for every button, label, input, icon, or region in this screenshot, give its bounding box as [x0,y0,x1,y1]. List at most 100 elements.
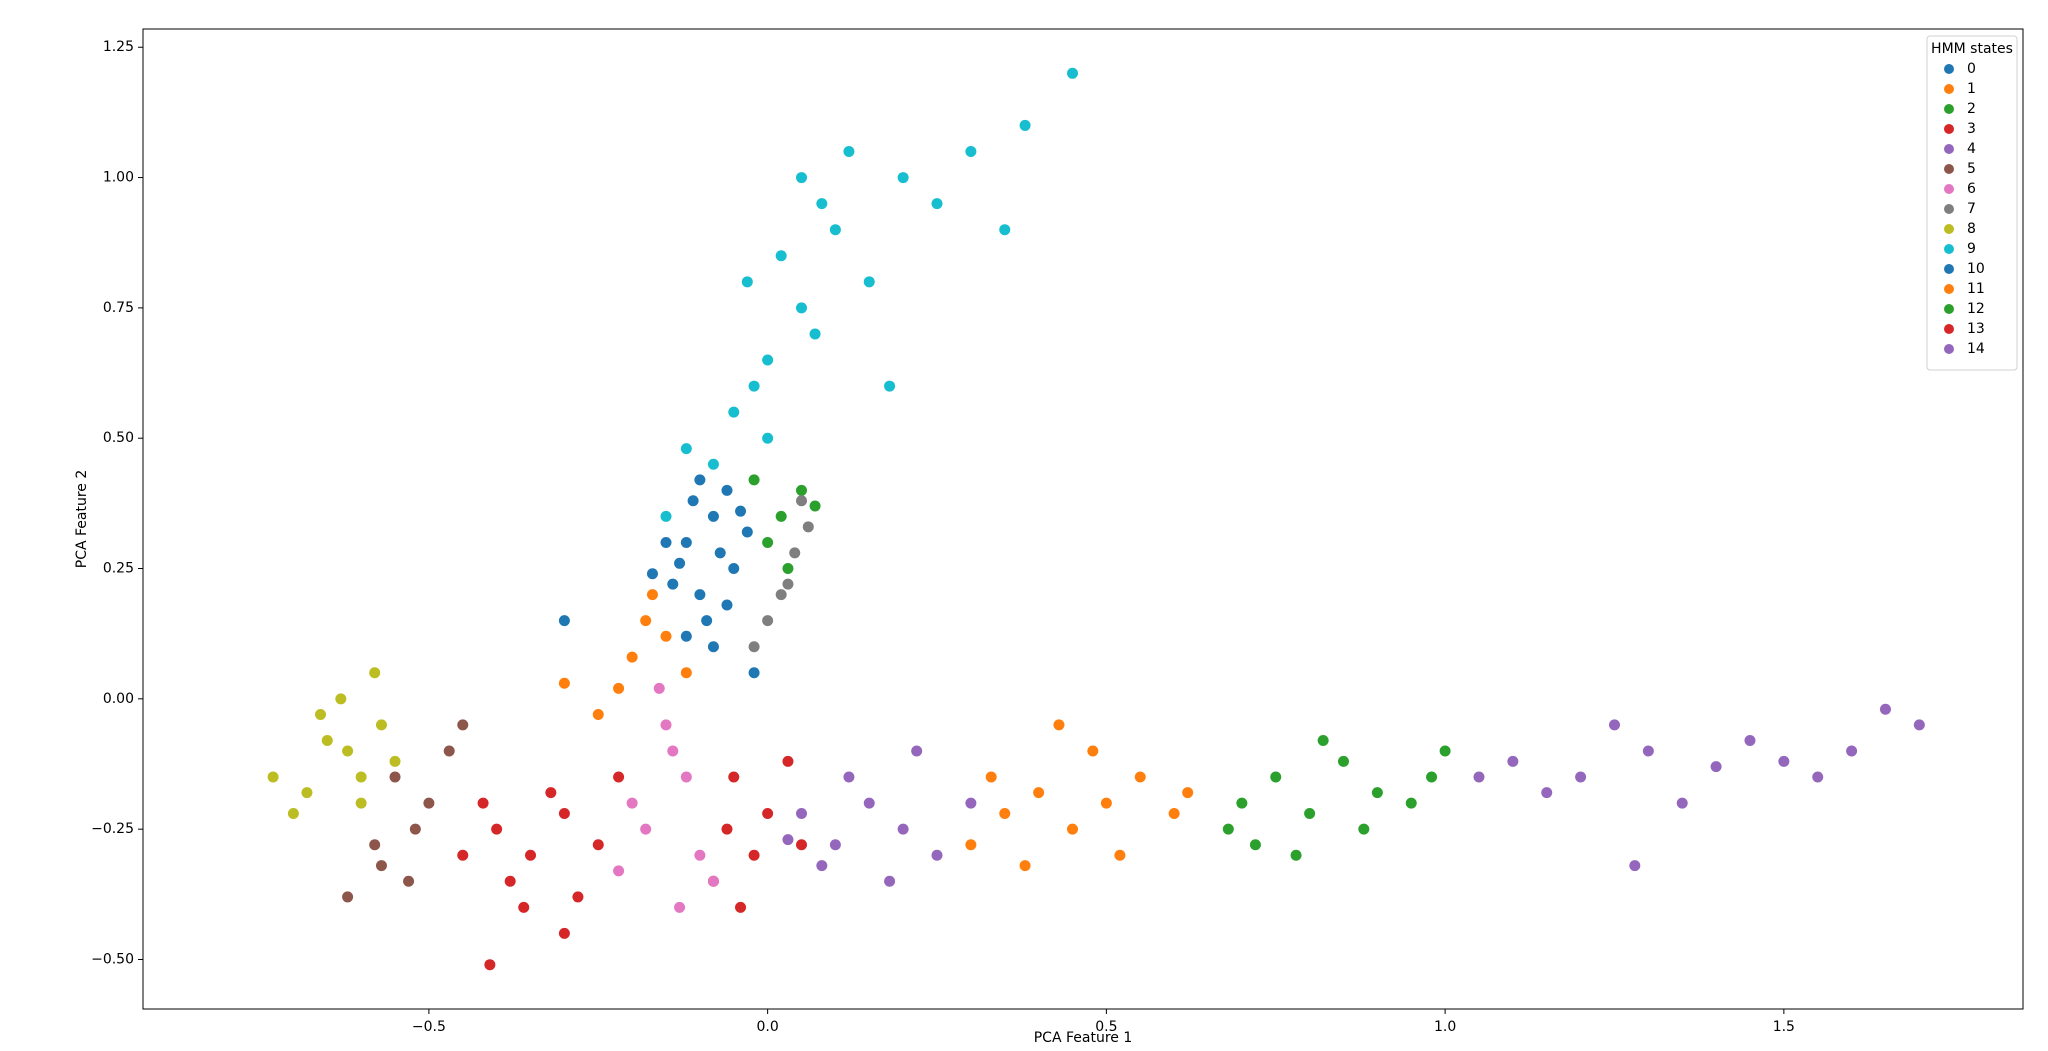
point [999,808,1011,820]
point [1304,808,1316,820]
point [484,959,496,971]
point [1710,761,1722,773]
point [660,510,672,522]
point [796,839,808,851]
point [504,875,516,887]
plot-frame [142,28,2024,1010]
point [443,745,455,757]
point [728,563,740,575]
point [965,839,977,851]
point [680,630,692,642]
point [721,599,733,611]
point [640,615,652,627]
point [1249,839,1261,851]
point [999,224,1011,236]
point [680,771,692,783]
point [626,651,638,663]
point [707,458,719,470]
point [1879,703,1891,715]
point [782,563,794,575]
point [931,849,943,861]
point [735,505,747,517]
point [491,823,503,835]
point [843,146,855,157]
point [375,860,387,872]
point [762,615,774,627]
point [1053,719,1065,731]
legend-label: 12 [1967,301,1985,317]
point [1812,771,1824,783]
legend-marker [1944,264,1954,274]
x-axis-label: PCA Feature 1 [1034,1030,1133,1046]
legend-label: 4 [1967,141,1976,157]
point [1744,735,1756,747]
y-tick-label: 1.25 [103,39,134,55]
x-tick-label: 1.0 [1434,1019,1456,1035]
x-tick-label: 0.5 [1095,1019,1117,1035]
point [558,677,570,689]
point [762,808,774,820]
point [701,615,713,627]
point [667,578,679,590]
point [1087,745,1099,757]
point [728,771,740,783]
point [762,536,774,548]
point [1019,860,1031,872]
point [646,589,658,601]
point [1371,787,1383,799]
point [748,474,760,486]
point [558,615,570,627]
legend-title: HMM states [1931,41,2013,57]
point [796,302,808,314]
legend-label: 13 [1967,321,1985,337]
point [403,875,415,887]
point [741,276,753,288]
point [592,708,604,720]
point [457,719,469,731]
point [646,568,658,580]
point [911,745,923,757]
point [518,901,530,913]
point [1608,719,1620,731]
point [1066,67,1078,79]
point [687,495,699,507]
legend-label: 14 [1967,341,1985,357]
point [796,484,808,496]
point [1541,787,1553,799]
point [355,771,367,783]
legend-marker [1944,164,1954,174]
point [674,901,686,913]
legend-label: 1 [1967,81,1976,97]
point [809,500,821,512]
point [660,536,672,548]
legend-marker [1944,144,1954,154]
point [613,771,625,783]
legend-label: 0 [1967,61,1976,77]
point [816,860,828,872]
point [1405,797,1417,809]
point [829,224,841,236]
point [748,641,760,653]
point [931,198,943,210]
point [457,849,469,861]
point [1168,808,1180,820]
legend-label: 11 [1967,281,1985,297]
legend-marker [1944,84,1954,94]
point [1913,719,1925,731]
point [1317,735,1329,747]
point [789,547,801,559]
legend-marker [1944,284,1954,294]
point [965,146,977,157]
point [694,849,706,861]
point [1270,771,1282,783]
point [829,839,841,851]
legend-label: 6 [1967,181,1976,197]
point [694,474,706,486]
legend-label: 7 [1967,201,1976,217]
point [809,328,821,340]
point [525,849,537,861]
point [762,354,774,366]
point [1100,797,1112,809]
point [389,771,401,783]
point [884,875,896,887]
